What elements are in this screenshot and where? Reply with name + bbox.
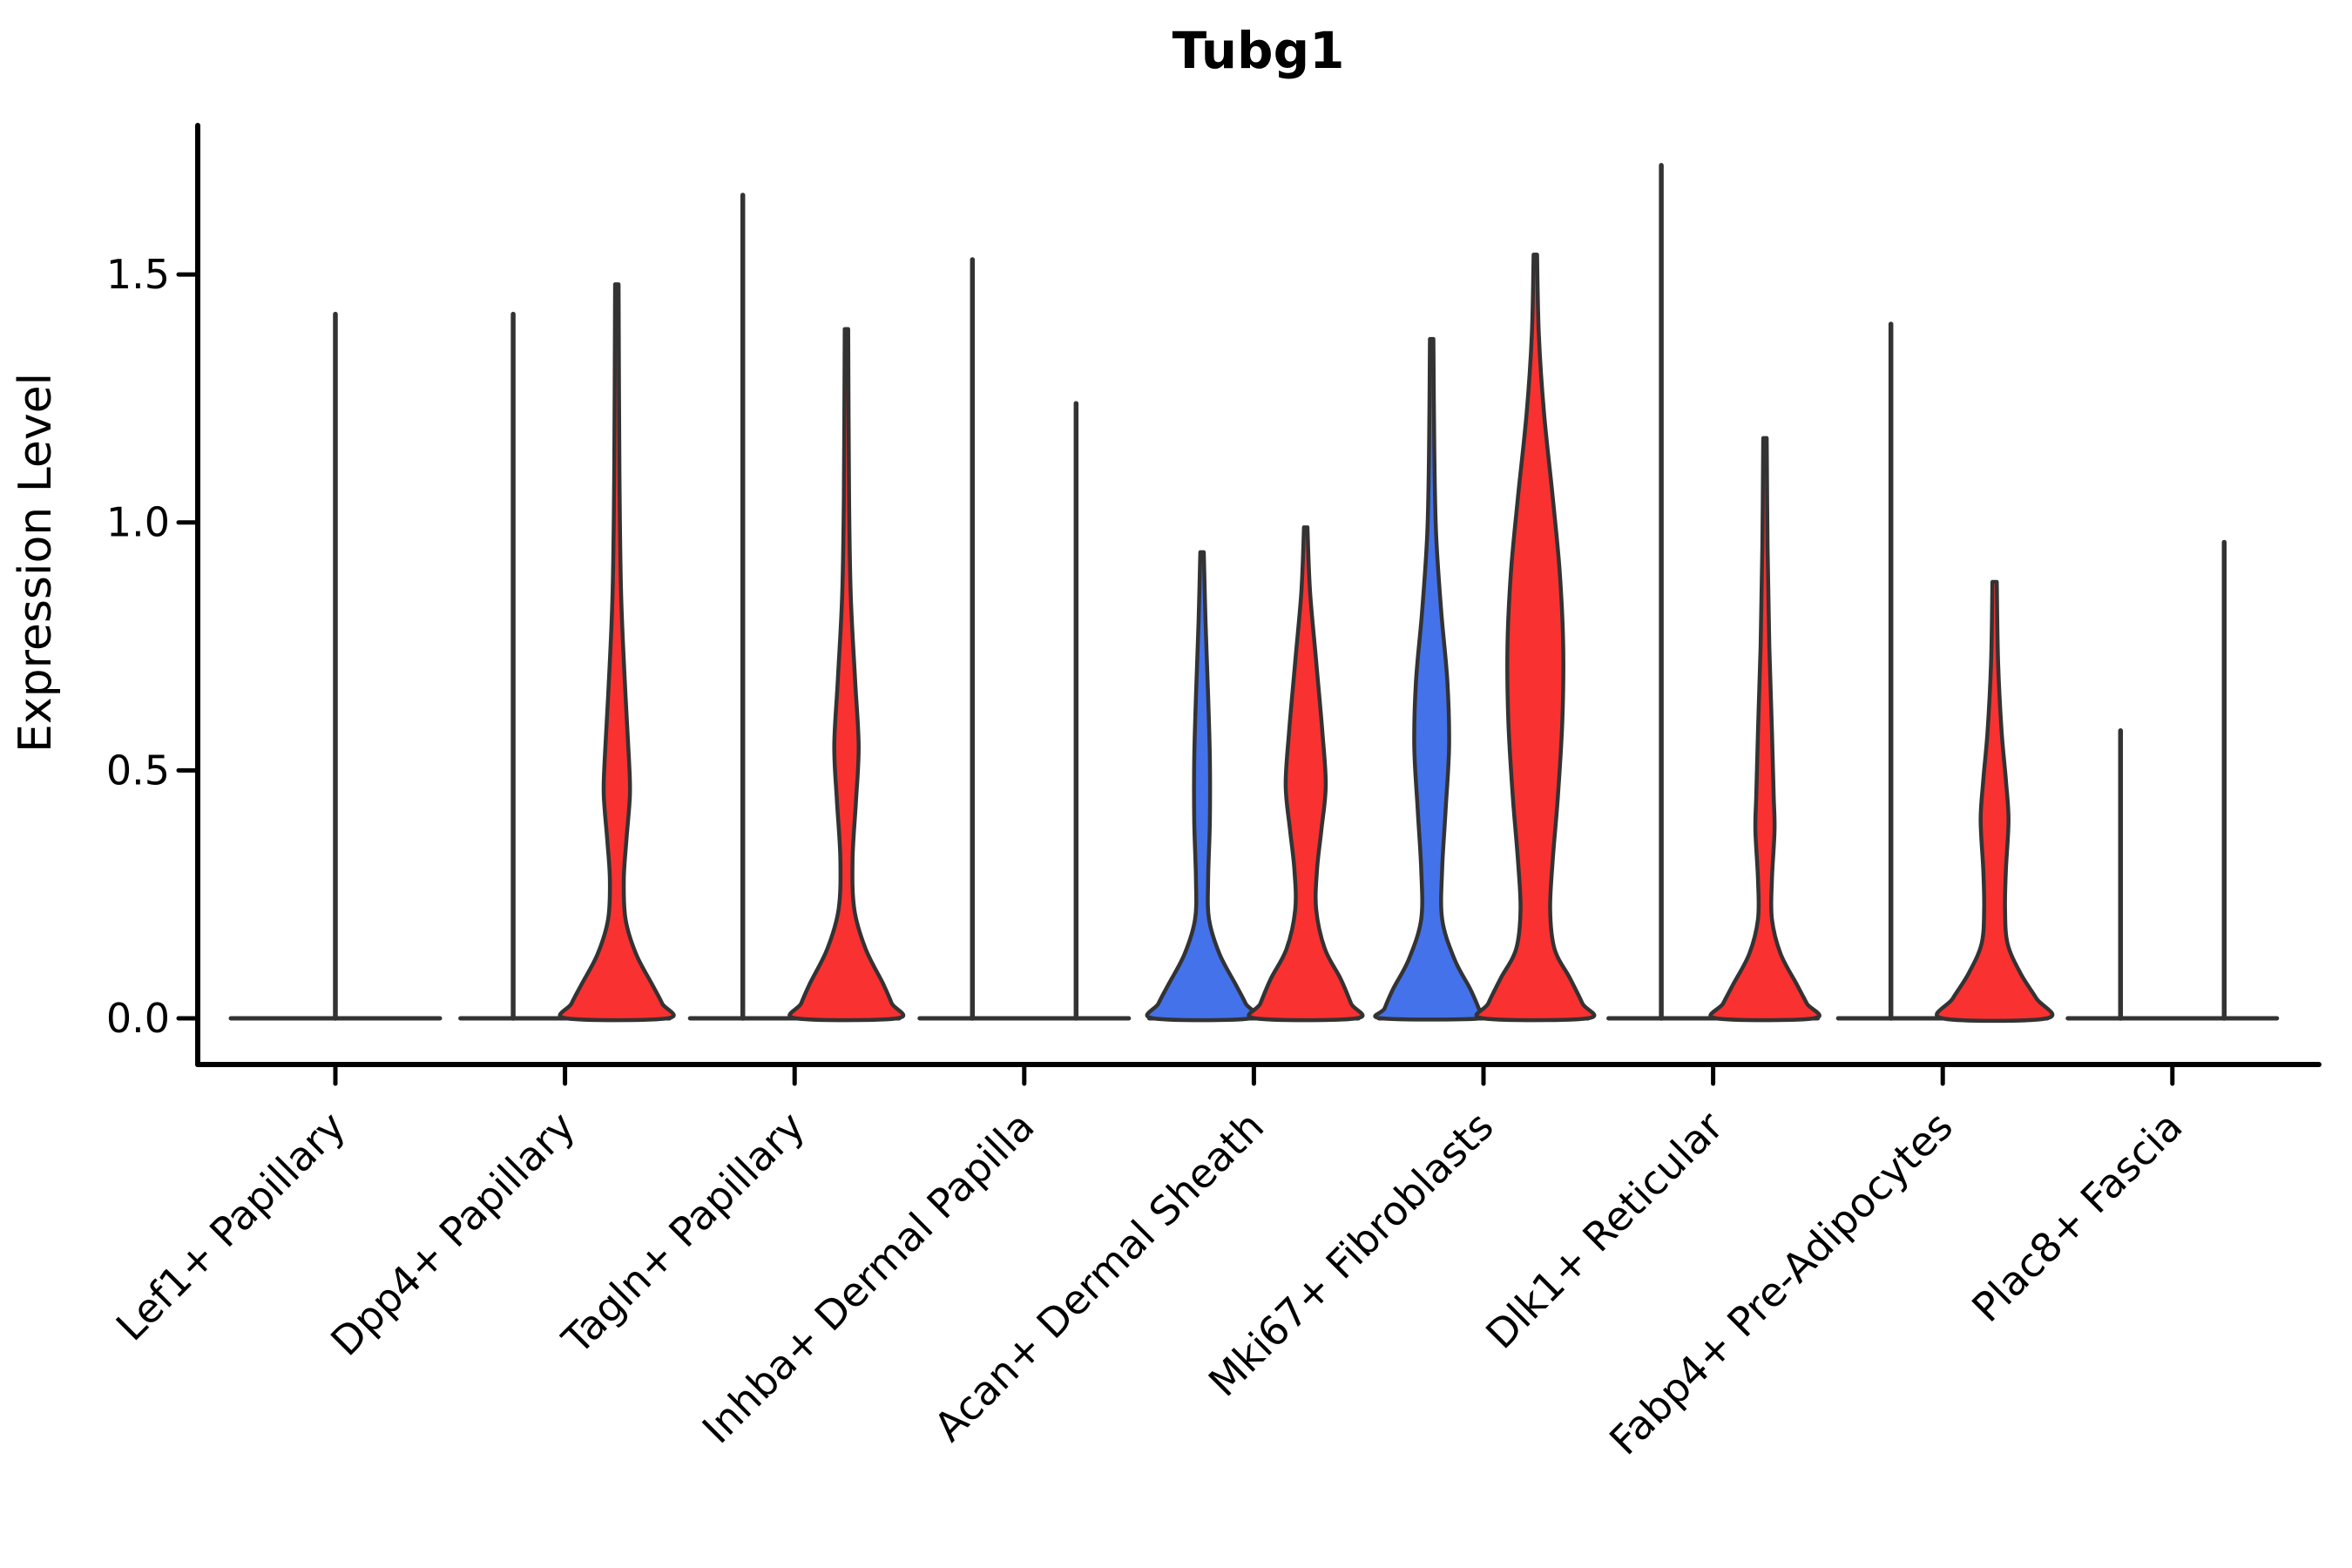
category-label: Dpp4+ Papillary [321,1103,584,1365]
violin-body [1247,525,1365,1023]
chart-title: Tubg1 [1173,21,1345,80]
violin-body [1474,253,1597,1023]
violin-body [558,282,676,1023]
y-axis-label: Expression Level [10,373,62,753]
category-label: Tagln+ Papillary [552,1103,814,1364]
violin-body [1708,436,1821,1023]
category-label: Plac8+ Fascia [1963,1103,2191,1331]
y-tick-label: 1.0 [106,499,170,546]
violin-body [1145,550,1260,1023]
category-label: Lef1+ Papillary [107,1103,355,1350]
violin-body [1373,336,1490,1022]
violin-body [787,327,906,1023]
category-label: Dlk1+ Reticular [1477,1103,1732,1358]
violin-body [1935,579,2055,1024]
y-tick-label: 0.5 [106,747,170,794]
y-tick-label: 1.5 [106,251,170,298]
y-tick-label: 0.0 [106,995,170,1042]
